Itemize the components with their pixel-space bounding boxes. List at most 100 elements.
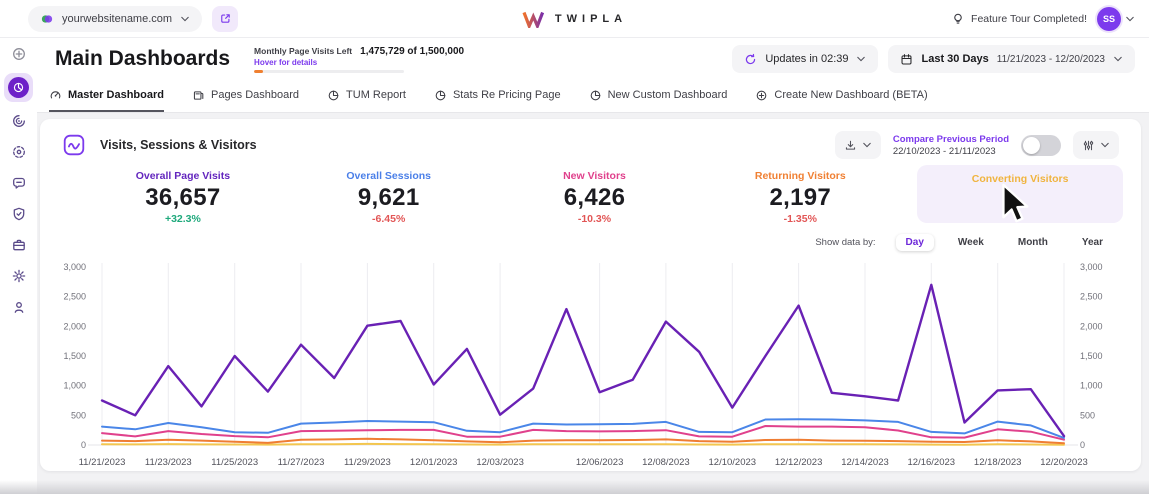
- svg-text:1,500: 1,500: [63, 351, 86, 361]
- svg-text:12/12/2023: 12/12/2023: [775, 457, 823, 468]
- circle-chart-icon: [327, 89, 340, 102]
- chart-options-button[interactable]: [1073, 131, 1119, 159]
- compare-dates: 22/10/2023 - 21/11/2023: [892, 145, 996, 157]
- dashboard-icon: [12, 81, 25, 94]
- download-icon: [844, 139, 857, 152]
- sidebar-item-dashboard[interactable]: [0, 69, 37, 105]
- metric-delta: -6.45%: [372, 213, 406, 225]
- svg-text:3,000: 3,000: [1080, 262, 1103, 272]
- tab-master-dashboard[interactable]: Master Dashboard: [49, 80, 164, 112]
- svg-text:2,500: 2,500: [63, 292, 86, 302]
- updates-label: Updates in 02:39: [765, 53, 849, 65]
- svg-text:12/20/2023: 12/20/2023: [1040, 457, 1088, 468]
- feature-tour-button[interactable]: Feature Tour Completed!: [951, 12, 1087, 26]
- monthly-quota[interactable]: Monthly Page Visits Left 1,475,729 of 1,…: [254, 46, 464, 73]
- briefcase-icon: [11, 237, 27, 253]
- sidebar-item-behavior[interactable]: [0, 136, 37, 167]
- svg-text:1,000: 1,000: [63, 381, 86, 391]
- sidebar-item-support[interactable]: [0, 291, 37, 322]
- metric-label: Converting Visitors: [971, 173, 1069, 185]
- tab-label: Master Dashboard: [68, 89, 164, 101]
- circle-chart-icon: [589, 89, 602, 102]
- feature-tour-label: Feature Tour Completed!: [971, 12, 1087, 25]
- svg-text:0: 0: [81, 440, 86, 450]
- metric-label: Overall Sessions: [346, 170, 432, 182]
- tab-tum-report[interactable]: TUM Report: [327, 80, 406, 112]
- twipla-logo-icon: [522, 10, 546, 28]
- tab-stats-re-pricing-page[interactable]: Stats Re Pricing Page: [434, 80, 561, 112]
- svg-text:2,500: 2,500: [1080, 292, 1103, 302]
- metric-label: Overall Page Visits: [135, 170, 231, 182]
- visits-sessions-card: Visits, Sessions & Visitors Compare Prev…: [40, 119, 1141, 471]
- svg-text:12/08/2023: 12/08/2023: [642, 457, 690, 468]
- metric-returning-visitors[interactable]: Returning Visitors 2,197 -1.35%: [697, 165, 903, 225]
- calendar-icon: [900, 53, 913, 66]
- shield-icon: [11, 206, 27, 222]
- pages-icon: [192, 89, 205, 102]
- sidebar-item-privacy[interactable]: [0, 198, 37, 229]
- svg-text:12/16/2023: 12/16/2023: [908, 457, 956, 468]
- plus-circle-icon: [755, 89, 768, 102]
- svg-text:12/10/2023: 12/10/2023: [709, 457, 757, 468]
- tab-pages-dashboard[interactable]: Pages Dashboard: [192, 80, 299, 112]
- card-title: Visits, Sessions & Visitors: [100, 138, 257, 152]
- svg-text:1,000: 1,000: [1080, 381, 1103, 391]
- metric-converting-visitors[interactable]: Converting Visitors: [917, 165, 1123, 223]
- svg-text:1,500: 1,500: [1080, 351, 1103, 361]
- website-selector[interactable]: yourwebsitename.com: [28, 5, 203, 32]
- metric-delta: -10.3%: [577, 213, 612, 225]
- tab-new-custom-dashboard[interactable]: New Custom Dashboard: [589, 80, 728, 112]
- page-bottom-fade: [0, 480, 1149, 494]
- granularity-month[interactable]: Month: [1017, 236, 1048, 248]
- left-sidebar: [0, 38, 37, 494]
- sidebar-item-settings[interactable]: [0, 260, 37, 291]
- quota-progress-bar: [254, 69, 405, 73]
- tab-label: Create New Dashboard (BETA): [774, 89, 928, 101]
- metric-value: 6,426: [563, 184, 626, 211]
- svg-text:2,000: 2,000: [1080, 321, 1103, 331]
- quota-value: 1,475,729 of 1,500,000: [360, 45, 465, 57]
- sidebar-item-communication[interactable]: [0, 167, 37, 198]
- granularity-year[interactable]: Year: [1081, 236, 1103, 248]
- svg-text:11/29/2023: 11/29/2023: [344, 457, 391, 468]
- metric-new-visitors[interactable]: New Visitors 6,426 -10.3%: [492, 165, 698, 225]
- quota-label: Monthly Page Visits Left: [254, 45, 353, 56]
- account-menu[interactable]: SS: [1097, 6, 1135, 31]
- download-button[interactable]: [834, 131, 881, 159]
- sidebar-item-visitors[interactable]: [0, 105, 37, 136]
- chevron-down-icon: [180, 15, 190, 23]
- granularity-week[interactable]: Week: [957, 236, 984, 248]
- tab-create-new-dashboard-beta-[interactable]: Create New Dashboard (BETA): [755, 80, 928, 112]
- date-range-picker[interactable]: Last 30 Days 11/21/2023 - 12/20/2023: [888, 45, 1135, 73]
- granularity-day[interactable]: Day: [895, 233, 934, 251]
- open-website-button[interactable]: [212, 5, 239, 32]
- chevron-down-icon: [1125, 15, 1135, 23]
- widget-collapse-icon[interactable]: [62, 133, 86, 157]
- compare-previous-period[interactable]: Compare Previous Period 22/10/2023 - 21/…: [893, 134, 1009, 157]
- sidebar-item-company[interactable]: [0, 229, 37, 260]
- line-chart[interactable]: 0 0 500 500 1,000 1,000 1,500 1,500 2,000 2,000 2,…: [40, 253, 1141, 475]
- circle-chart-icon: [434, 89, 447, 102]
- metric-overall-sessions[interactable]: Overall Sessions 9,621 -6.45%: [286, 165, 492, 225]
- content-area: Visits, Sessions & Visitors Compare Prev…: [37, 113, 1149, 494]
- page-title: Main Dashboards: [55, 47, 231, 70]
- person-pin-icon: [11, 299, 27, 315]
- tab-label: New Custom Dashboard: [607, 89, 728, 101]
- compare-toggle[interactable]: [1021, 134, 1061, 156]
- svg-text:11/27/2023: 11/27/2023: [278, 457, 325, 468]
- external-link-icon: [219, 12, 232, 25]
- sidebar-item-add[interactable]: [0, 38, 37, 69]
- range-label: Last 30 Days: [921, 53, 989, 65]
- visitors-icon: [11, 113, 27, 129]
- gear-icon: [11, 268, 27, 284]
- chart-area[interactable]: 0 0 500 500 1,000 1,000 1,500 1,500 2,000 2,000 2,…: [40, 253, 1141, 480]
- range-dates: 11/21/2023 - 12/20/2023: [996, 53, 1105, 65]
- metric-value: 9,621: [357, 184, 420, 211]
- metric-overall-page-visits[interactable]: Overall Page Visits 36,657 +32.3%: [80, 165, 286, 225]
- tab-label: Pages Dashboard: [210, 89, 300, 101]
- updates-timer-button[interactable]: Updates in 02:39: [732, 45, 879, 73]
- svg-text:12/18/2023: 12/18/2023: [974, 457, 1022, 468]
- tab-label: TUM Report: [346, 89, 406, 101]
- add-circle-icon: [11, 46, 27, 62]
- svg-text:12/03/2023: 12/03/2023: [476, 457, 524, 468]
